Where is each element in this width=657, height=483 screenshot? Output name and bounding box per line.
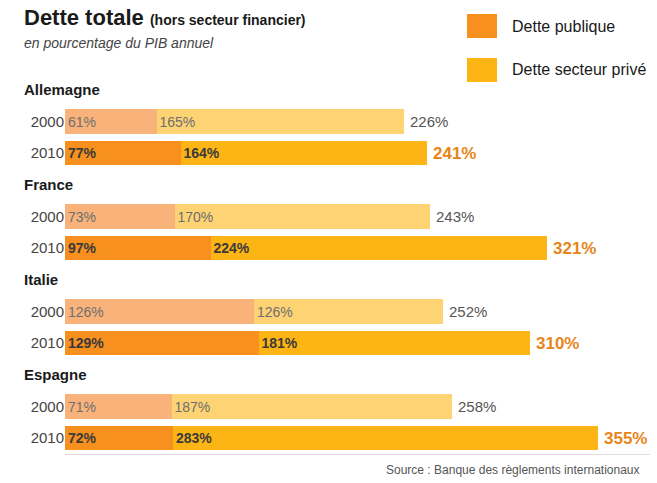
svg-text:241%: 241% <box>433 144 476 163</box>
svg-text:321%: 321% <box>553 239 596 258</box>
svg-text:Allemagne: Allemagne <box>24 81 100 98</box>
svg-text:165%: 165% <box>160 114 196 130</box>
svg-text:Dette totale (hors secteur fin: Dette totale (hors secteur financier) <box>24 5 306 30</box>
svg-text:224%: 224% <box>214 240 250 256</box>
svg-text:126%: 126% <box>257 304 293 320</box>
svg-text:187%: 187% <box>175 399 211 415</box>
svg-text:2000: 2000 <box>31 303 64 320</box>
svg-text:97%: 97% <box>68 240 97 256</box>
svg-text:283%: 283% <box>176 430 212 446</box>
svg-text:France: France <box>24 176 73 193</box>
svg-text:243%: 243% <box>436 208 474 225</box>
svg-text:en pourcentage du PIB annuel: en pourcentage du PIB annuel <box>24 35 214 51</box>
svg-text:2010: 2010 <box>31 144 64 161</box>
svg-text:164%: 164% <box>184 145 220 161</box>
svg-text:258%: 258% <box>458 398 496 415</box>
svg-text:2000: 2000 <box>31 208 64 225</box>
svg-text:Espagne: Espagne <box>24 366 87 383</box>
svg-text:73%: 73% <box>68 209 96 225</box>
svg-text:2000: 2000 <box>31 398 64 415</box>
svg-text:71%: 71% <box>68 399 96 415</box>
svg-text:2010: 2010 <box>31 429 64 446</box>
svg-text:170%: 170% <box>178 209 214 225</box>
svg-text:Dette publique: Dette publique <box>512 18 615 35</box>
svg-text:252%: 252% <box>449 303 487 320</box>
svg-text:129%: 129% <box>68 335 104 351</box>
svg-text:61%: 61% <box>68 114 96 130</box>
svg-text:181%: 181% <box>262 335 298 351</box>
svg-text:77%: 77% <box>68 145 97 161</box>
svg-text:226%: 226% <box>410 113 448 130</box>
svg-text:2000: 2000 <box>31 113 64 130</box>
svg-text:Italie: Italie <box>24 271 58 288</box>
svg-text:2010: 2010 <box>31 334 64 351</box>
svg-text:2010: 2010 <box>31 239 64 256</box>
svg-text:72%: 72% <box>68 430 97 446</box>
svg-text:355%: 355% <box>604 429 647 448</box>
svg-text:Dette secteur privé: Dette secteur privé <box>512 61 646 78</box>
svg-text:126%: 126% <box>68 304 104 320</box>
svg-text:310%: 310% <box>536 334 579 353</box>
svg-text:Source : Banque des règlements: Source : Banque des règlements internati… <box>386 463 640 477</box>
